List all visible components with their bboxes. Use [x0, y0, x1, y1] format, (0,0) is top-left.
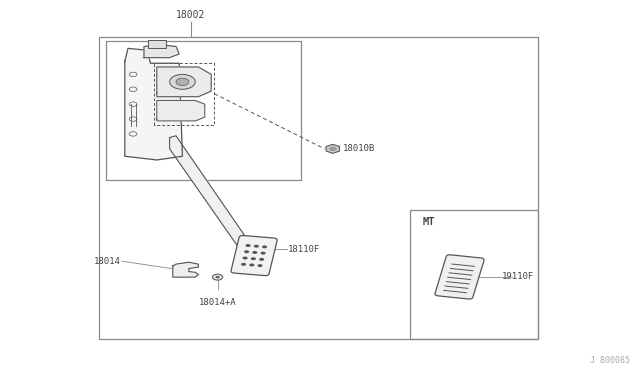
- Circle shape: [254, 245, 259, 248]
- Circle shape: [260, 251, 266, 254]
- Text: 18014: 18014: [93, 257, 120, 266]
- Text: 18014+A: 18014+A: [199, 298, 236, 307]
- Circle shape: [249, 263, 254, 266]
- Circle shape: [257, 264, 262, 267]
- Circle shape: [212, 274, 223, 280]
- Circle shape: [252, 251, 257, 254]
- Circle shape: [246, 244, 251, 247]
- Text: 19110F: 19110F: [502, 272, 534, 281]
- Text: 18002: 18002: [176, 10, 205, 20]
- Bar: [106, 41, 301, 180]
- Bar: [99, 37, 538, 339]
- Circle shape: [243, 257, 248, 260]
- FancyBboxPatch shape: [435, 255, 484, 299]
- Circle shape: [170, 74, 195, 89]
- Circle shape: [262, 246, 267, 248]
- Text: J 800085: J 800085: [590, 356, 630, 365]
- FancyBboxPatch shape: [231, 235, 277, 276]
- Text: MT: MT: [422, 217, 435, 227]
- Circle shape: [259, 258, 264, 261]
- Circle shape: [216, 276, 220, 278]
- Polygon shape: [170, 136, 259, 268]
- Circle shape: [244, 250, 249, 253]
- Polygon shape: [125, 48, 182, 160]
- Circle shape: [176, 78, 189, 86]
- Circle shape: [241, 263, 246, 266]
- Polygon shape: [144, 45, 179, 58]
- Polygon shape: [157, 100, 205, 121]
- Text: 18110F: 18110F: [288, 245, 320, 254]
- Circle shape: [251, 257, 256, 260]
- Text: 18010B: 18010B: [343, 144, 375, 153]
- Circle shape: [329, 147, 337, 151]
- Polygon shape: [173, 262, 198, 277]
- Polygon shape: [157, 67, 211, 97]
- Bar: [148, 40, 166, 48]
- Bar: [410, 210, 538, 339]
- Polygon shape: [326, 144, 339, 153]
